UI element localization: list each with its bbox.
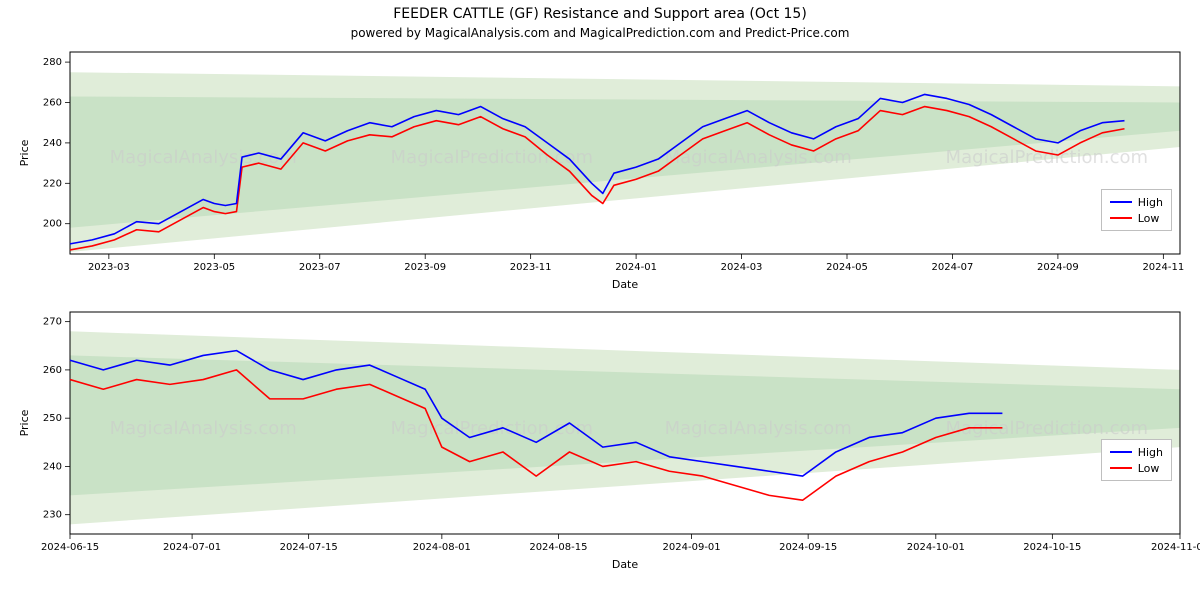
svg-text:Date: Date [612, 558, 639, 571]
svg-text:Date: Date [612, 278, 639, 291]
svg-text:MagicalPrediction.com: MagicalPrediction.com [946, 147, 1149, 168]
legend-label-low: Low [1138, 462, 1160, 475]
svg-text:2023-03: 2023-03 [88, 262, 130, 273]
svg-text:220: 220 [43, 178, 62, 189]
svg-text:MagicalPrediction.com: MagicalPrediction.com [391, 147, 594, 168]
legend-swatch-low [1110, 217, 1132, 219]
svg-text:2024-01: 2024-01 [615, 262, 657, 273]
top-chart-svg: MagicalAnalysis.com MagicalPrediction.com… [0, 44, 1200, 304]
svg-text:MagicalAnalysis.com: MagicalAnalysis.com [665, 147, 852, 168]
legend-label-low: Low [1138, 212, 1160, 225]
legend-swatch-low [1110, 467, 1132, 469]
svg-text:2023-05: 2023-05 [193, 262, 235, 273]
svg-text:MagicalAnalysis.com: MagicalAnalysis.com [110, 418, 297, 439]
svg-text:2024-07-01: 2024-07-01 [163, 542, 221, 553]
svg-text:2024-03: 2024-03 [721, 262, 763, 273]
svg-text:2024-08-01: 2024-08-01 [413, 542, 471, 553]
svg-text:2024-07: 2024-07 [932, 262, 974, 273]
svg-text:2023-09: 2023-09 [404, 262, 446, 273]
svg-text:2024-09-01: 2024-09-01 [663, 542, 721, 553]
legend-label-high: High [1138, 196, 1163, 209]
svg-text:250: 250 [43, 413, 62, 424]
legend-bottom: High Low [1101, 439, 1172, 481]
svg-text:2024-09-15: 2024-09-15 [779, 542, 837, 553]
legend-item-high: High [1110, 194, 1163, 210]
chart-title: FEEDER CATTLE (GF) Resistance and Suppor… [0, 0, 1200, 22]
svg-text:2024-09: 2024-09 [1037, 262, 1079, 273]
svg-text:2024-10-15: 2024-10-15 [1023, 542, 1081, 553]
svg-text:280: 280 [43, 57, 62, 68]
svg-text:MagicalAnalysis.com: MagicalAnalysis.com [665, 418, 852, 439]
svg-text:2024-06-15: 2024-06-15 [41, 542, 99, 553]
svg-text:240: 240 [43, 138, 62, 149]
svg-text:2024-07-15: 2024-07-15 [280, 542, 338, 553]
legend-item-low: Low [1110, 460, 1163, 476]
legend-label-high: High [1138, 446, 1163, 459]
bottom-chart-svg: MagicalAnalysis.com MagicalPrediction.com… [0, 304, 1200, 594]
svg-text:270: 270 [43, 317, 62, 328]
svg-text:2024-11: 2024-11 [1142, 262, 1184, 273]
svg-text:260: 260 [43, 365, 62, 376]
top-chart: MagicalAnalysis.com MagicalPrediction.com… [0, 44, 1200, 304]
svg-text:240: 240 [43, 461, 62, 472]
svg-text:MagicalPrediction.com: MagicalPrediction.com [391, 418, 594, 439]
svg-text:2024-05: 2024-05 [826, 262, 868, 273]
svg-text:2024-11-01: 2024-11-01 [1151, 542, 1200, 553]
svg-text:230: 230 [43, 510, 62, 521]
svg-text:Price: Price [18, 409, 31, 436]
svg-text:260: 260 [43, 98, 62, 109]
legend-top: High Low [1101, 189, 1172, 231]
legend-swatch-high [1110, 451, 1132, 453]
svg-text:200: 200 [43, 219, 62, 230]
svg-text:2024-08-15: 2024-08-15 [529, 542, 587, 553]
svg-text:Price: Price [18, 139, 31, 166]
svg-text:2024-10-01: 2024-10-01 [907, 542, 965, 553]
legend-item-high: High [1110, 444, 1163, 460]
svg-text:MagicalAnalysis.com: MagicalAnalysis.com [110, 147, 297, 168]
svg-text:2023-07: 2023-07 [299, 262, 341, 273]
bottom-chart: MagicalAnalysis.com MagicalPrediction.com… [0, 304, 1200, 594]
legend-swatch-high [1110, 201, 1132, 203]
legend-item-low: Low [1110, 210, 1163, 226]
svg-text:2023-11: 2023-11 [510, 262, 552, 273]
chart-subtitle: powered by MagicalAnalysis.com and Magic… [0, 22, 1200, 44]
